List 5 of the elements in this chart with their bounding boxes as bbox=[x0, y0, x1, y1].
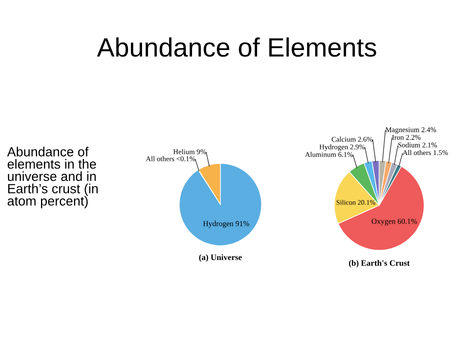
text: (b) Earth's Crust bbox=[349, 260, 410, 268]
text: (a) Universe bbox=[199, 254, 242, 262]
text: Abundance of elements in the universe and in Earth’s crust (in atom percent) bbox=[7, 146, 98, 208]
chart-title: Abundance of Elements bbox=[96, 37, 376, 57]
pie-slice bbox=[178, 163, 262, 246]
